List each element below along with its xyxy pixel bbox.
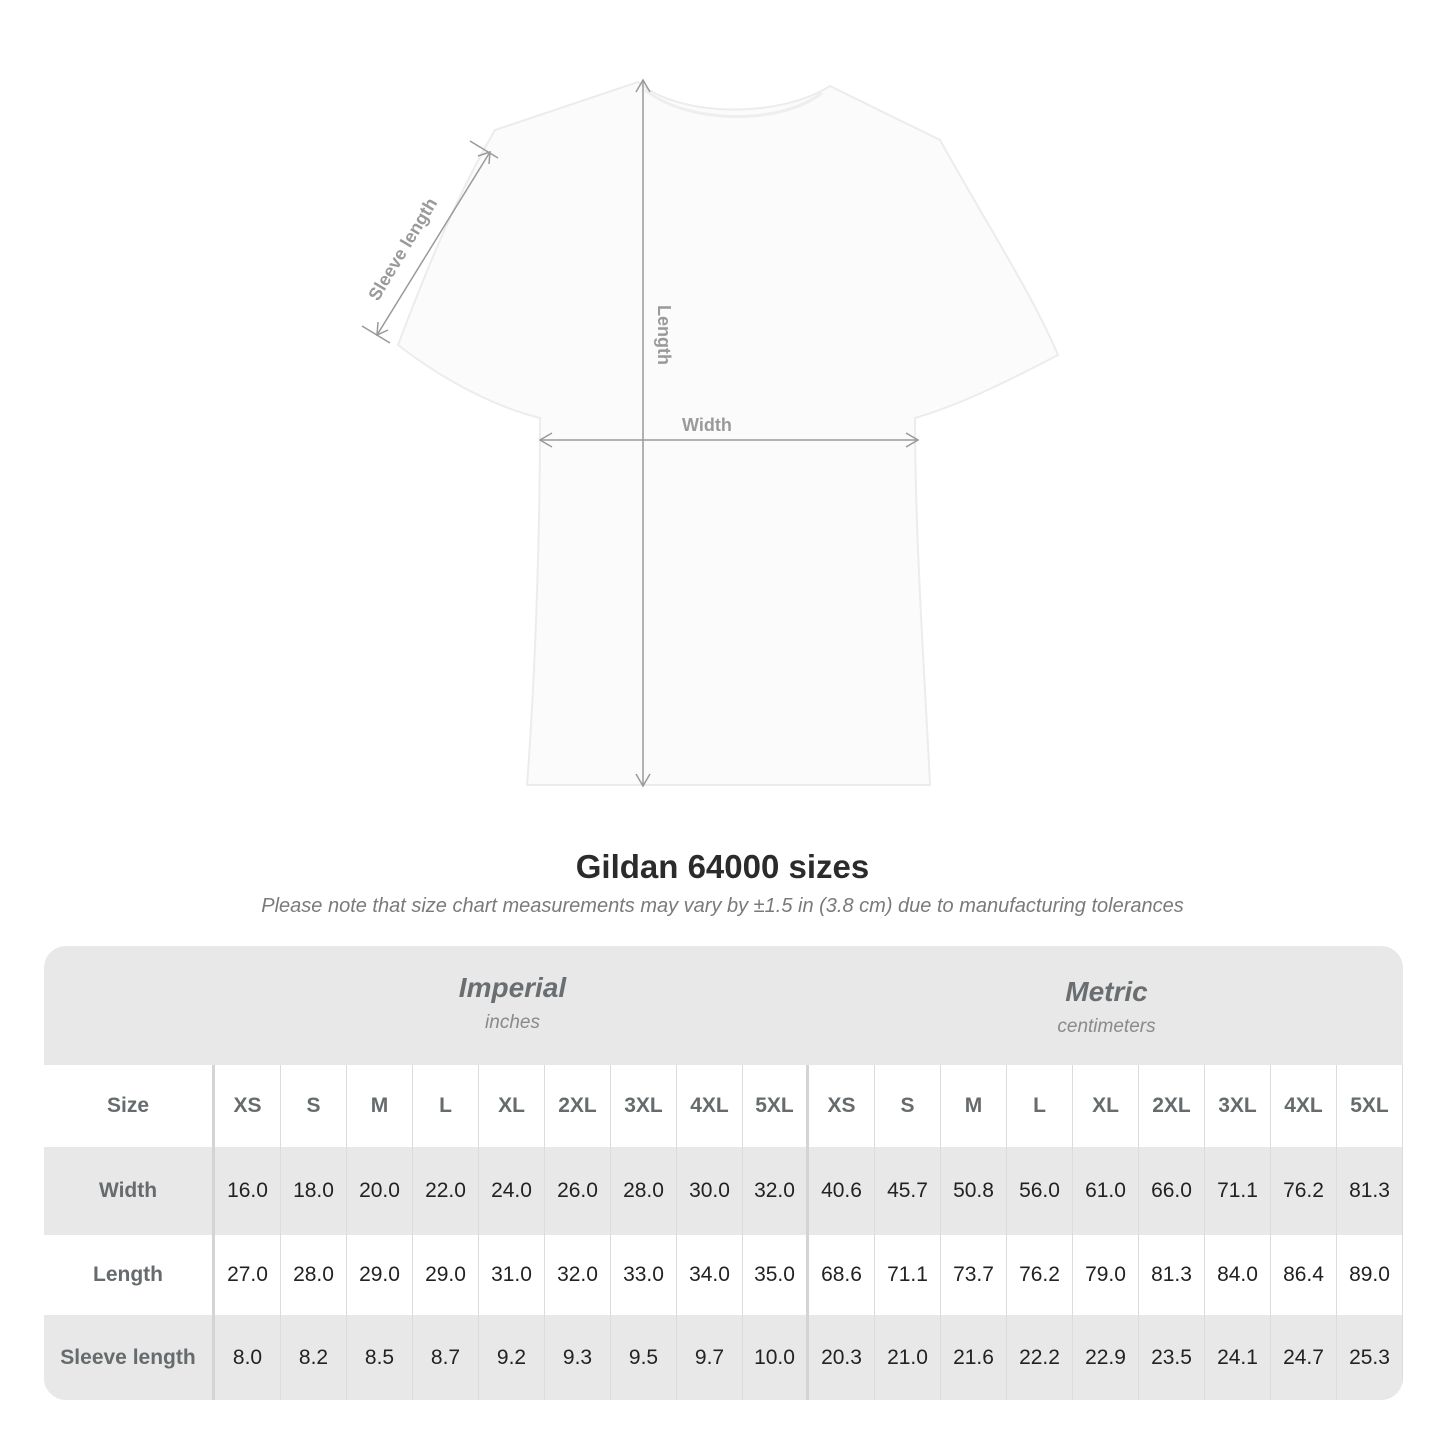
imperial-unit: inches — [485, 1012, 540, 1033]
page-title: Gildan 64000 sizes — [575, 848, 870, 885]
metric-size-header: M — [941, 1065, 1007, 1147]
imperial-size-header: 5XL — [743, 1065, 809, 1147]
imperial-value-cell: 18.0 — [281, 1147, 347, 1235]
metric-value-cell: 71.1 — [1205, 1147, 1271, 1235]
metric-size-header: 2XL — [1139, 1065, 1205, 1147]
imperial-value-cell: 9.5 — [611, 1315, 677, 1400]
row-label: Length — [44, 1235, 215, 1315]
tolerance-note: Please note that size chart measurements… — [261, 895, 1184, 917]
imperial-size-header: 3XL — [611, 1065, 677, 1147]
tshirt-outline — [396, 80, 1060, 786]
size-label: Size — [44, 1065, 215, 1147]
metric-value-cell: 86.4 — [1271, 1235, 1337, 1315]
metric-value-cell: 81.3 — [1139, 1235, 1205, 1315]
metric-value-cell: 21.0 — [875, 1315, 941, 1400]
imperial-value-cell: 20.0 — [347, 1147, 413, 1235]
imperial-value-cell: 8.7 — [413, 1315, 479, 1400]
metric-value-cell: 24.1 — [1205, 1315, 1271, 1400]
table-row: Sleeve length 8.0 8.2 8.5 8.7 9.2 9.3 9.5 9.7 10.… — [44, 1315, 1403, 1400]
imperial-value-cell: 16.0 — [215, 1147, 281, 1235]
metric-value-cell: 50.8 — [941, 1147, 1007, 1235]
metric-value-cell: 84.0 — [1205, 1235, 1271, 1315]
imperial-value-cell: 32.0 — [743, 1147, 809, 1235]
imperial-size-header: L — [413, 1065, 479, 1147]
metric-value-cell: 23.5 — [1139, 1315, 1205, 1400]
metric-value-cell: 40.6 — [809, 1147, 875, 1235]
table-row: Length 27.0 28.0 29.0 29.0 31.0 32.0 33.0 34.0 35… — [44, 1235, 1403, 1315]
metric-value-cell: 22.2 — [1007, 1315, 1073, 1400]
metric-value-cell: 89.0 — [1337, 1235, 1403, 1315]
metric-value-cell: 20.3 — [809, 1315, 875, 1400]
imperial-value-cell: 8.0 — [215, 1315, 281, 1400]
metric-size-header: L — [1007, 1065, 1073, 1147]
imperial-value-cell: 9.7 — [677, 1315, 743, 1400]
metric-size-header: 5XL — [1337, 1065, 1403, 1147]
row-label: Sleeve length — [44, 1315, 215, 1400]
imperial-size-header: XS — [215, 1065, 281, 1147]
metric-value-cell: 81.3 — [1337, 1147, 1403, 1235]
imperial-value-cell: 28.0 — [281, 1235, 347, 1315]
imperial-header: Imperial inches — [215, 946, 810, 1065]
width-label: Width — [682, 415, 732, 435]
sleeve-line — [376, 151, 491, 336]
metric-value-cell: 24.7 — [1271, 1315, 1337, 1400]
metric-value-cell: 73.7 — [941, 1235, 1007, 1315]
length-label: Length — [654, 305, 674, 365]
metric-value-cell: 66.0 — [1139, 1147, 1205, 1235]
imperial-value-cell: 34.0 — [677, 1235, 743, 1315]
imperial-value-cell: 30.0 — [677, 1147, 743, 1235]
imperial-value-cell: 31.0 — [479, 1235, 545, 1315]
row-label: Width — [44, 1147, 215, 1235]
metric-value-cell: 76.2 — [1007, 1235, 1073, 1315]
metric-value-cell: 22.9 — [1073, 1315, 1139, 1400]
size-table: Imperial inches Metric centimeters Size X… — [44, 946, 1403, 1400]
table-row: Width 16.0 18.0 20.0 22.0 24.0 26.0 28.0 30.0 32.… — [44, 1147, 1403, 1235]
metric-size-header: 4XL — [1271, 1065, 1337, 1147]
metric-size-header: S — [875, 1065, 941, 1147]
metric-value-cell: 68.6 — [809, 1235, 875, 1315]
imperial-size-header: 4XL — [677, 1065, 743, 1147]
imperial-value-cell: 9.3 — [545, 1315, 611, 1400]
imperial-value-cell: 32.0 — [545, 1235, 611, 1315]
size-header-row: Size XS S M L XL 2XL 3XL 4XL 5XL XS S M L XL 2XL 3XL 4XL 5… — [44, 1065, 1403, 1147]
metric-value-cell: 21.6 — [941, 1315, 1007, 1400]
metric-size-header: 3XL — [1205, 1065, 1271, 1147]
imperial-value-cell: 28.0 — [611, 1147, 677, 1235]
imperial-value-cell: 33.0 — [611, 1235, 677, 1315]
imperial-value-cell: 26.0 — [545, 1147, 611, 1235]
imperial-value-cell: 27.0 — [215, 1235, 281, 1315]
metric-value-cell: 76.2 — [1271, 1147, 1337, 1235]
metric-header: Metric centimeters — [810, 946, 1403, 1065]
imperial-value-cell: 10.0 — [743, 1315, 809, 1400]
imperial-value-cell: 29.0 — [413, 1235, 479, 1315]
metric-value-cell: 61.0 — [1073, 1147, 1139, 1235]
tshirt-diagram: Sleeve length Length Width — [361, 78, 1060, 788]
metric-value-cell: 56.0 — [1007, 1147, 1073, 1235]
imperial-value-cell: 29.0 — [347, 1235, 413, 1315]
imperial-value-cell: 9.2 — [479, 1315, 545, 1400]
metric-unit: centimeters — [1057, 1016, 1156, 1037]
imperial-size-header: XL — [479, 1065, 545, 1147]
imperial-size-header: 2XL — [545, 1065, 611, 1147]
imperial-size-header: M — [347, 1065, 413, 1147]
metric-value-cell: 25.3 — [1337, 1315, 1403, 1400]
imperial-value-cell: 35.0 — [743, 1235, 809, 1315]
imperial-title: Imperial — [458, 972, 567, 1003]
imperial-value-cell: 22.0 — [413, 1147, 479, 1235]
imperial-value-cell: 8.5 — [347, 1315, 413, 1400]
metric-size-header: XL — [1073, 1065, 1139, 1147]
imperial-value-cell: 24.0 — [479, 1147, 545, 1235]
metric-value-cell: 79.0 — [1073, 1235, 1139, 1315]
metric-value-cell: 45.7 — [875, 1147, 941, 1235]
metric-size-header: XS — [809, 1065, 875, 1147]
measure-lines — [361, 78, 920, 788]
metric-value-cell: 71.1 — [875, 1235, 941, 1315]
imperial-size-header: S — [281, 1065, 347, 1147]
imperial-value-cell: 8.2 — [281, 1315, 347, 1400]
metric-title: Metric — [1065, 976, 1148, 1007]
